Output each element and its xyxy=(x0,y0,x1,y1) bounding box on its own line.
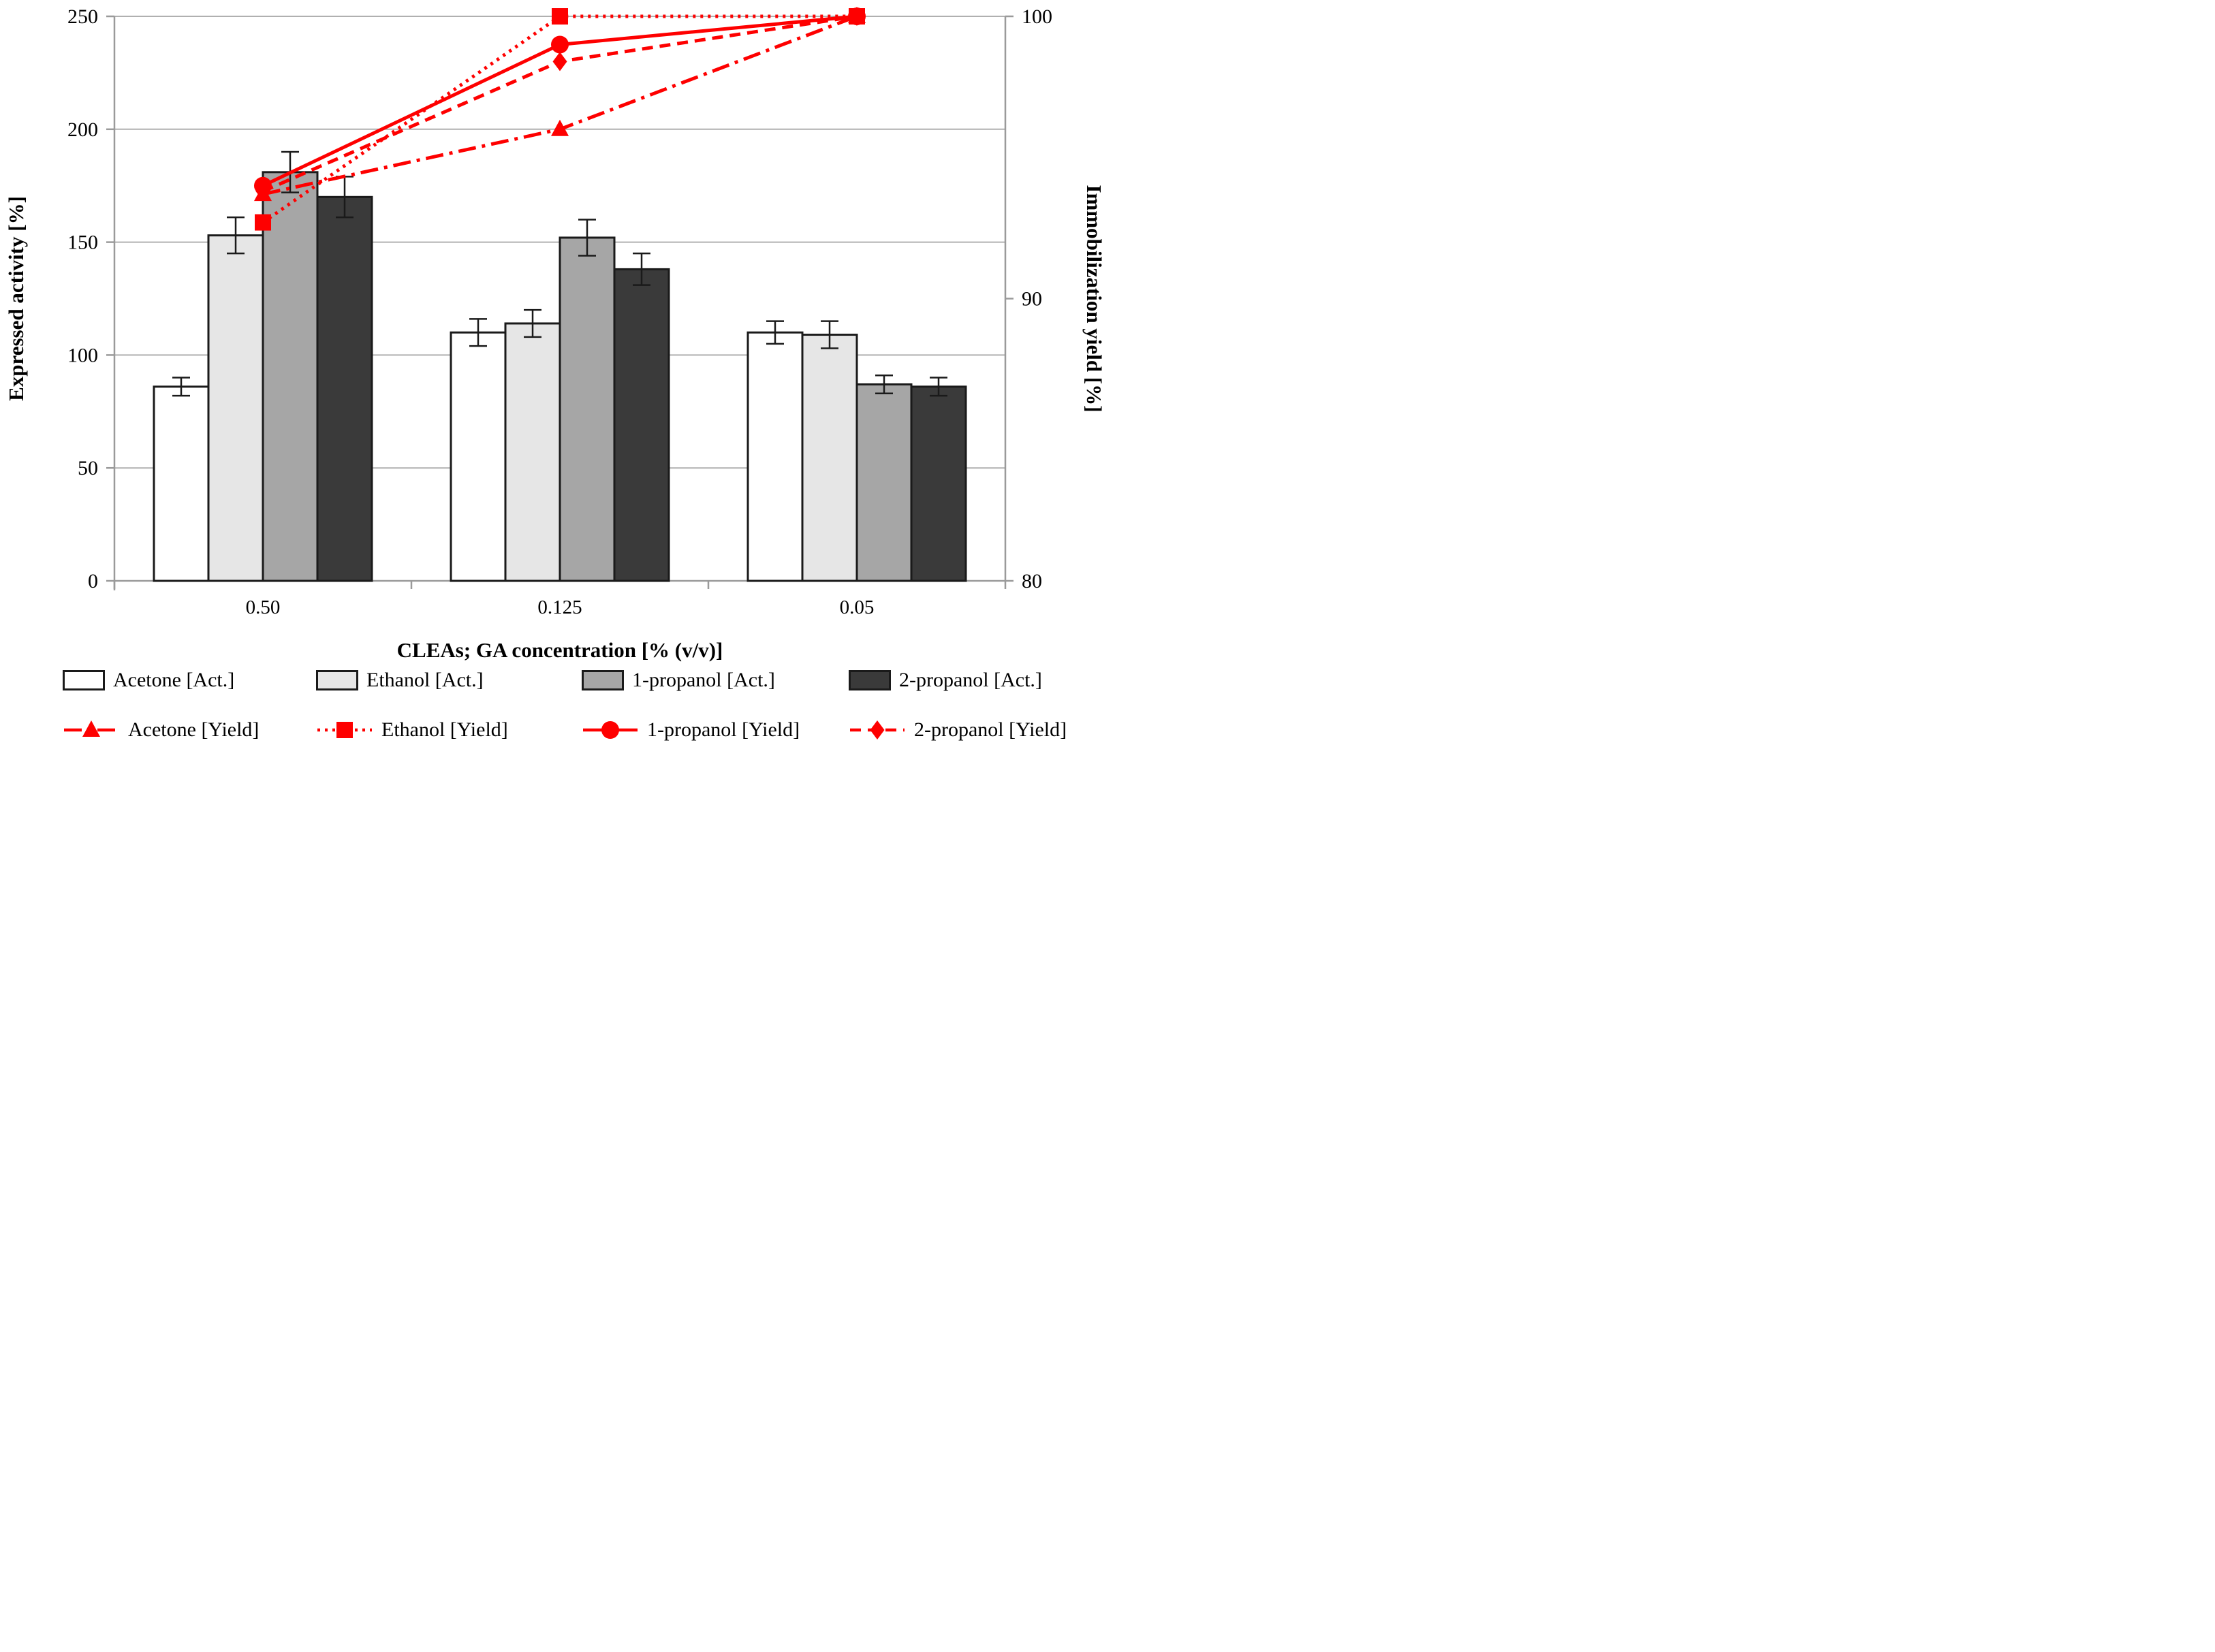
bar-ethanol-act-0-05 xyxy=(801,334,858,582)
bar-ethanol-act-0-50 xyxy=(207,234,264,582)
2-propanol-act-swatch-icon xyxy=(849,670,891,690)
legend-item-2-propanol-act: 2-propanol [Act.] xyxy=(849,670,1108,690)
bar-1-propanol-act-0-05 xyxy=(855,383,913,582)
legend-item-1-propanol-act: 1-propanol [Act.] xyxy=(582,670,849,690)
legend-item-ethanol-act: Ethanol [Act.] xyxy=(316,670,582,690)
error-bar-2-propanol-act-0-05 xyxy=(930,377,947,397)
chart-canvas: 0 50 100 150 200 250 80 90 100 0.50 0.125 0.05 Expre… xyxy=(4,5,1106,662)
marker-ethanol-yield-0-05 xyxy=(849,8,865,25)
legend-label: Ethanol [Yield] xyxy=(381,718,508,741)
error-bar-2-propanol-act-0-125 xyxy=(633,252,650,286)
error-bar-ethanol-act-0-50 xyxy=(227,216,245,255)
legend-label: Acetone [Act.] xyxy=(113,669,235,691)
square-marker-icon xyxy=(336,722,353,738)
legend-label: 1-propanol [Act.] xyxy=(632,669,775,691)
diamond-marker-icon xyxy=(870,720,885,740)
legend-item-acetone-yield: Acetone [Yield] xyxy=(63,718,316,742)
acetone-act-swatch-icon xyxy=(63,670,105,690)
2-propanol-yield-line-icon xyxy=(850,720,905,740)
acetone-yield-line-icon xyxy=(64,720,119,737)
left-tick-label-150: 150 xyxy=(67,232,98,254)
bar-acetone-act-0-50 xyxy=(153,385,210,582)
left-tick-label-0: 0 xyxy=(88,570,98,592)
combo-chart-figure: 0 50 100 150 200 250 80 90 100 0.50 0.125 0.05 Expre… xyxy=(0,0,1108,826)
legend-item-2-propanol-yield: 2-propanol [Yield] xyxy=(849,718,1108,742)
legend-item-ethanol-yield: Ethanol [Yield] xyxy=(316,718,582,742)
marker-1-propanol-yield-0-50 xyxy=(254,176,272,195)
legend-label: Ethanol [Act.] xyxy=(366,669,484,691)
error-bar-acetone-act-0-125 xyxy=(469,318,487,347)
marker-2-propanol-yield-0-125 xyxy=(552,52,567,72)
1-propanol-yield-line-icon xyxy=(583,721,638,739)
bar-1-propanol-act-0-125 xyxy=(559,236,616,582)
right-tick-label-100: 100 xyxy=(1022,5,1052,28)
bar-2-propanol-act-0-125 xyxy=(613,268,670,582)
right-tick-label-90: 90 xyxy=(1022,288,1042,311)
x-category-label-0-125: 0.125 xyxy=(537,597,582,618)
1-propanol-act-swatch-icon xyxy=(582,670,624,690)
x-axis-title: CLEAs; GA concentration [% (v/v)] xyxy=(397,638,723,662)
error-bar-1-propanol-act-0-05 xyxy=(875,374,893,395)
right-tick-label-80: 80 xyxy=(1022,570,1042,592)
x-category-label-0-50: 0.50 xyxy=(246,597,281,618)
marker-ethanol-yield-0-50 xyxy=(255,214,271,231)
ethanol-yield-line-icon xyxy=(317,722,372,738)
error-bar-acetone-act-0-05 xyxy=(766,320,784,345)
bar-acetone-act-0-05 xyxy=(747,331,804,582)
left-tick-label-100: 100 xyxy=(67,344,98,366)
right-axis-title: Immobilization yield [%] xyxy=(1082,185,1106,412)
legend-label: Acetone [Yield] xyxy=(128,718,260,741)
marker-ethanol-yield-0-125 xyxy=(552,8,568,25)
left-tick-label-200: 200 xyxy=(67,118,98,141)
x-category-label-0-05: 0.05 xyxy=(840,597,875,618)
circle-marker-icon xyxy=(601,721,619,739)
legend-label: 1-propanol [Yield] xyxy=(647,718,800,741)
error-bar-ethanol-act-0-125 xyxy=(524,308,541,338)
left-axis-title: Expressed activity [%] xyxy=(4,196,28,401)
error-bar-acetone-act-0-50 xyxy=(172,377,190,397)
bar-acetone-act-0-125 xyxy=(450,331,507,582)
chart-legend: Acetone [Act.] Ethanol [Act.] 1-propanol… xyxy=(63,670,1108,742)
left-tick-label-50: 50 xyxy=(78,457,98,479)
ethanol-act-swatch-icon xyxy=(316,670,358,690)
left-tick-label-250: 250 xyxy=(67,5,98,28)
bar-1-propanol-act-0-50 xyxy=(262,171,319,582)
legend-label: 2-propanol [Act.] xyxy=(899,669,1042,691)
legend-item-acetone-act: Acetone [Act.] xyxy=(63,670,316,690)
marker-1-propanol-yield-0-125 xyxy=(551,35,569,54)
error-bar-ethanol-act-0-05 xyxy=(821,320,838,349)
marker-acetone-yield-0-125 xyxy=(551,119,569,136)
legend-label: 2-propanol [Yield] xyxy=(914,718,1067,741)
bar-2-propanol-act-0-05 xyxy=(910,385,967,582)
bar-2-propanol-act-0-50 xyxy=(316,195,373,582)
legend-item-1-propanol-yield: 1-propanol [Yield] xyxy=(582,718,849,742)
triangle-marker-icon xyxy=(82,720,100,737)
error-bar-1-propanol-act-0-125 xyxy=(578,219,596,257)
bar-ethanol-act-0-125 xyxy=(504,322,561,582)
